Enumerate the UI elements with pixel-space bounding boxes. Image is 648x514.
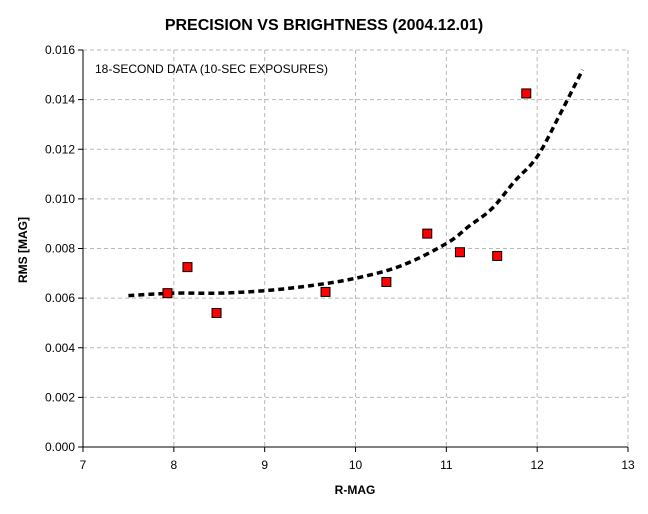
data-points bbox=[162, 88, 532, 319]
trend-line bbox=[128, 69, 585, 298]
axes bbox=[78, 49, 629, 452]
data-point bbox=[492, 250, 503, 261]
chart-title: PRECISION VS BRIGHTNESS (2004.12.01) bbox=[165, 17, 483, 34]
data-point bbox=[454, 247, 465, 258]
x-tick-label: 7 bbox=[80, 458, 87, 472]
data-point bbox=[381, 277, 392, 287]
x-tick-label: 11 bbox=[440, 458, 453, 472]
y-tick-label: 0.016 bbox=[45, 43, 75, 57]
data-point bbox=[211, 308, 222, 319]
chart-annotation: 18-SECOND DATA (10-SEC EXPOSURES) bbox=[95, 62, 328, 76]
y-tick-label: 0.002 bbox=[45, 390, 75, 404]
x-tick-label: 8 bbox=[170, 458, 177, 472]
y-tick-labels: 0.000 0.002 0.004 0.006 0.008 0.010 0.012 0.014… bbox=[45, 43, 75, 454]
data-point bbox=[182, 262, 193, 273]
data-point bbox=[320, 286, 331, 297]
x-tick-label: 10 bbox=[349, 458, 363, 472]
y-tick-label: 0.004 bbox=[45, 341, 75, 355]
y-tick-label: 0.006 bbox=[45, 291, 75, 305]
data-point bbox=[422, 228, 433, 239]
x-axis-label: R-MAG bbox=[335, 483, 376, 497]
x-tick-label: 13 bbox=[621, 458, 635, 472]
x-tick-label: 12 bbox=[530, 458, 544, 472]
y-tick-label: 0.000 bbox=[45, 440, 75, 454]
y-tick-label: 0.010 bbox=[45, 192, 75, 206]
data-point bbox=[162, 288, 173, 299]
y-tick-label: 0.014 bbox=[45, 93, 75, 107]
data-point bbox=[521, 88, 532, 99]
x-tick-labels: 7 8 9 10 11 12 13 bbox=[80, 458, 635, 472]
y-axis-label: RMS [MAG] bbox=[16, 217, 30, 283]
x-tick-label: 9 bbox=[261, 458, 268, 472]
y-tick-label: 0.012 bbox=[45, 142, 75, 156]
y-tick-label: 0.008 bbox=[45, 242, 75, 256]
grid-lines bbox=[83, 49, 629, 447]
